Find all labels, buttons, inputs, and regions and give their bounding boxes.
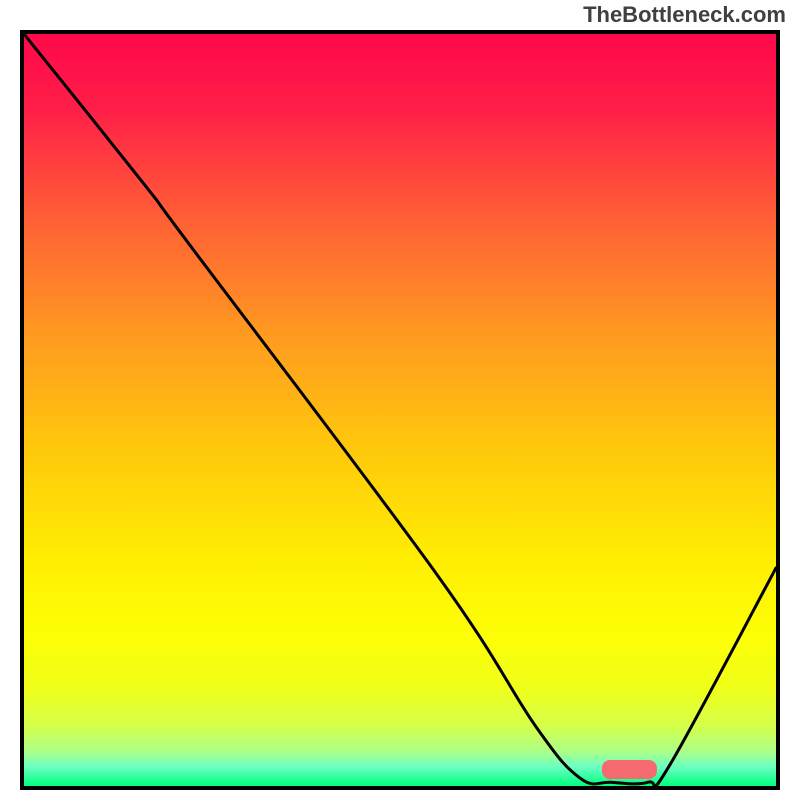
bottleneck-chart bbox=[20, 30, 780, 790]
curve-path bbox=[24, 34, 776, 786]
bottleneck-curve bbox=[24, 34, 776, 786]
attribution-text: TheBottleneck.com bbox=[583, 2, 786, 28]
